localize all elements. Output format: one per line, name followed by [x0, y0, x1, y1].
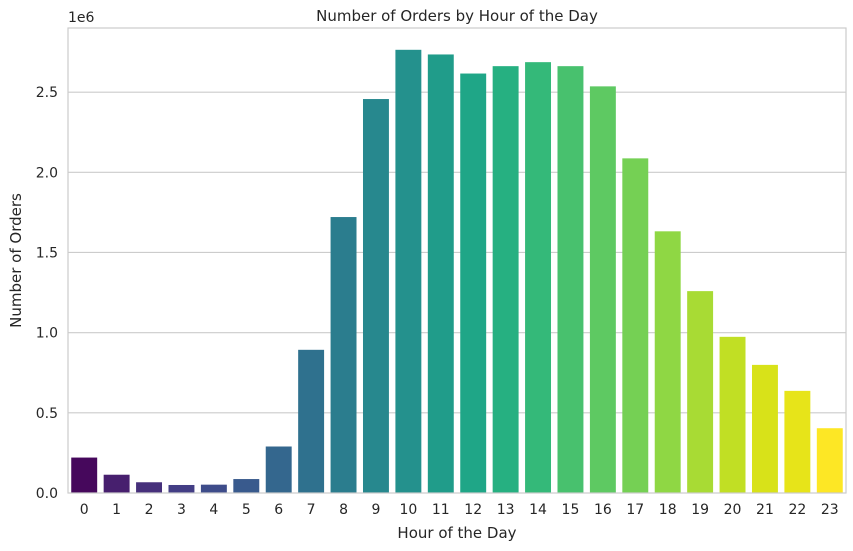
- bar-hour-12: [460, 73, 487, 493]
- bar-hour-16: [589, 86, 616, 494]
- x-tick-label: 7: [307, 502, 316, 518]
- y-axis-title: Number of Orders: [7, 193, 25, 328]
- y-tick-label: 1.0: [36, 326, 58, 342]
- bar-hour-3: [168, 484, 195, 493]
- x-tick-label: 23: [821, 502, 839, 518]
- x-tick-label: 2: [145, 502, 154, 518]
- bar-hour-10: [395, 49, 422, 494]
- bar-hour-13: [492, 66, 519, 493]
- chart-title: Number of Orders by Hour of the Day: [316, 7, 598, 25]
- bar-hour-0: [71, 457, 98, 493]
- x-tick-label: 15: [562, 502, 580, 518]
- plot-frame: [67, 27, 847, 494]
- x-tick-label: 18: [659, 502, 677, 518]
- y-tick-label: 1.5: [36, 245, 58, 261]
- y-tick-label: 0.5: [36, 406, 58, 422]
- bar-hour-21: [751, 364, 778, 493]
- bar-hour-15: [557, 66, 584, 493]
- y-tick-label: 2.5: [36, 85, 58, 101]
- bar-hour-7: [298, 349, 325, 493]
- bars: [71, 49, 843, 494]
- x-tick-label: 9: [371, 502, 380, 518]
- x-tick-label: 14: [529, 502, 547, 518]
- bar-hour-8: [330, 217, 357, 493]
- x-tick-label: 1: [112, 502, 121, 518]
- bar-hour-4: [200, 484, 227, 493]
- bar-hour-19: [687, 291, 714, 493]
- x-tick-labels: 0 1 2 3 4 5 6 7 8 9 10 11 12 13 14 15 16 17 18 19 20 21 22 23: [80, 502, 839, 518]
- x-tick-label: 4: [209, 502, 218, 518]
- bar-hour-22: [784, 390, 811, 493]
- x-tick-label: 0: [80, 502, 89, 518]
- x-tick-label: 17: [626, 502, 644, 518]
- x-tick-label: 19: [691, 502, 709, 518]
- x-tick-label: 20: [724, 502, 742, 518]
- x-tick-label: 8: [339, 502, 348, 518]
- bar-hour-20: [719, 336, 746, 493]
- x-axis-title: Hour of the Day: [397, 524, 516, 542]
- bar-hour-17: [622, 158, 649, 493]
- y-axis-offset-label: 1e6: [68, 10, 95, 26]
- x-tick-label: 10: [399, 502, 417, 518]
- y-tick-label: 2.0: [36, 165, 58, 181]
- bar-hour-11: [427, 54, 454, 493]
- bar-hour-14: [525, 62, 552, 494]
- bar-hour-1: [103, 474, 130, 493]
- x-tick-label: 16: [594, 502, 612, 518]
- bar-hour-2: [136, 482, 163, 493]
- x-tick-label: 21: [756, 502, 774, 518]
- y-tick-label: 0.0: [36, 486, 58, 502]
- x-tick-label: 6: [274, 502, 283, 518]
- x-tick-label: 12: [464, 502, 482, 518]
- x-tick-label: 11: [432, 502, 450, 518]
- bar-hour-23: [816, 428, 843, 493]
- y-tick-labels: 0.0 0.5 1.0 1.5 2.0 2.5: [36, 85, 58, 502]
- bar-hour-18: [654, 231, 681, 493]
- x-tick-label: 22: [788, 502, 806, 518]
- bar-hour-6: [265, 446, 292, 493]
- x-tick-label: 13: [497, 502, 515, 518]
- bar-hour-9: [362, 99, 389, 493]
- x-tick-label: 5: [242, 502, 251, 518]
- x-tick-label: 3: [177, 502, 186, 518]
- bar-hour-5: [233, 479, 260, 493]
